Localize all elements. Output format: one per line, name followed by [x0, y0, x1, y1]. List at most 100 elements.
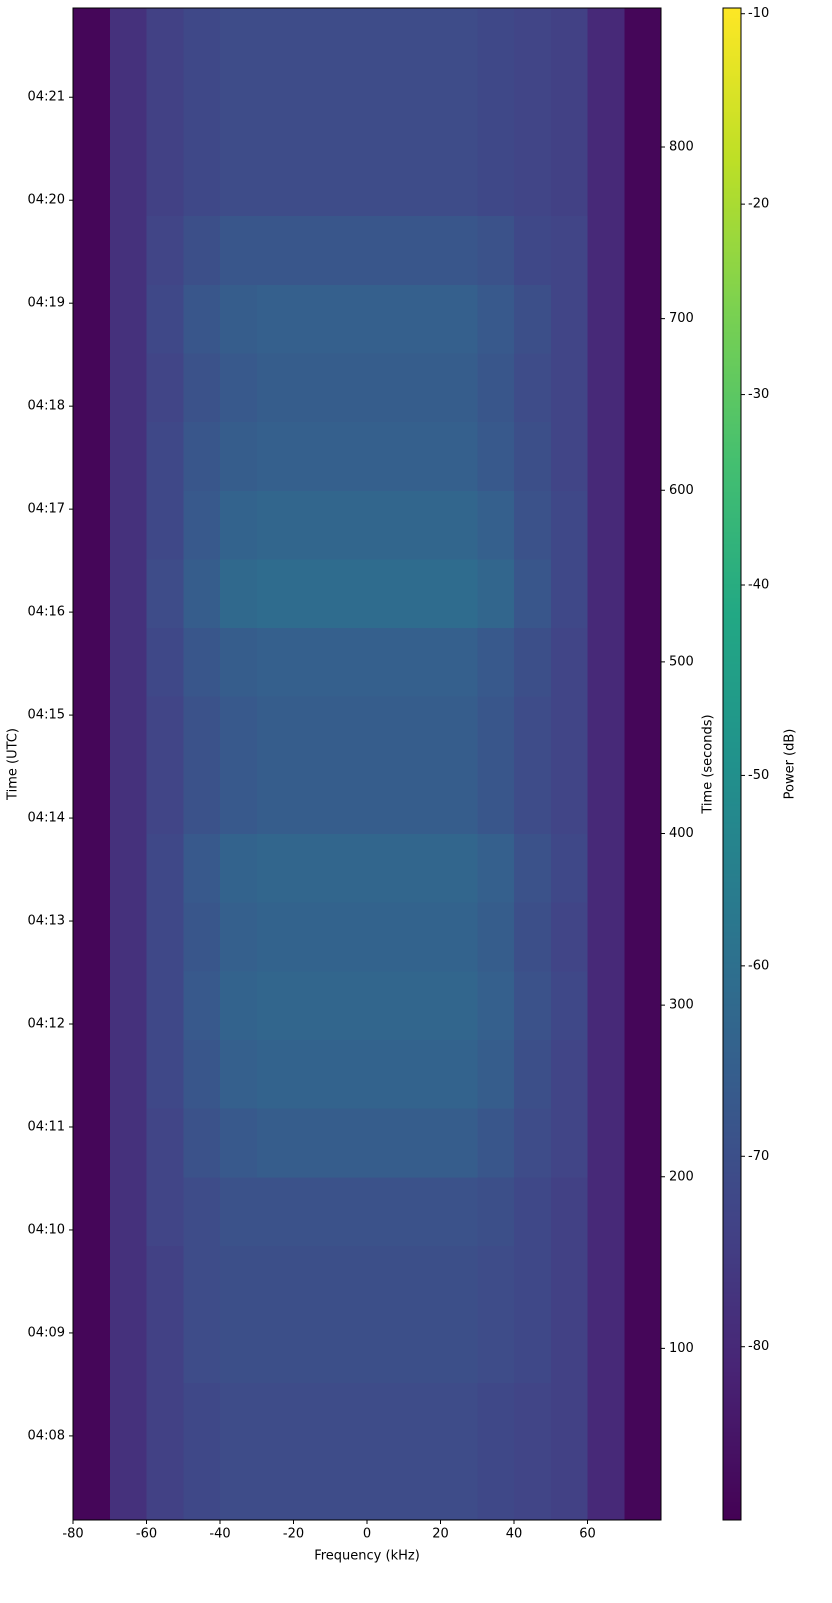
heatmap-cell [109, 78, 147, 148]
colorbar-swatch [723, 378, 741, 381]
y2-tick-label: 04:09 [28, 1325, 65, 1340]
heatmap-cell [73, 78, 111, 148]
colorbar-swatch [723, 610, 741, 613]
heatmap-cell [183, 696, 221, 766]
heatmap-cell [146, 8, 184, 79]
colorbar-swatch [723, 1172, 741, 1175]
colorbar-swatch [723, 162, 741, 165]
colorbar-swatch [723, 798, 741, 801]
heatmap-cell [220, 627, 258, 697]
heatmap-cell [256, 1108, 294, 1178]
colorbar-swatch [723, 786, 741, 789]
colorbar-swatch [723, 876, 741, 879]
heatmap-cell [109, 1039, 147, 1109]
colorbar-swatch [723, 912, 741, 915]
colorbar-swatch [723, 222, 741, 225]
heatmap-cell [477, 1039, 515, 1109]
colorbar-swatch [723, 1306, 741, 1309]
heatmap-cell [440, 78, 478, 148]
colorbar-swatch [723, 1094, 741, 1097]
colorbar-swatch [723, 208, 741, 211]
colorbar-swatch [723, 264, 741, 267]
heatmap-cell [220, 1039, 258, 1109]
colorbar-swatch [723, 1366, 741, 1369]
colorbar-swatch [723, 348, 741, 351]
colorbar-swatch [723, 492, 741, 495]
colorbar-swatch [723, 576, 741, 579]
colorbar-swatch [723, 1396, 741, 1399]
heatmap-cell [293, 147, 331, 217]
colorbar-swatch [723, 16, 741, 19]
colorbar-swatch [723, 1108, 741, 1111]
heatmap-cell [109, 764, 147, 835]
heatmap-cell [146, 902, 184, 972]
heatmap-cell [220, 1314, 258, 1384]
x-tick-label: 60 [579, 1527, 596, 1542]
colorbar-swatch [723, 1514, 741, 1517]
colorbar-swatch [723, 962, 741, 965]
x-tick-label: -60 [136, 1527, 157, 1542]
colorbar-swatch [723, 1184, 741, 1187]
colorbar-swatch [723, 1014, 741, 1017]
colorbar-swatch [723, 1450, 741, 1453]
heatmap-cell [367, 1176, 405, 1246]
colorbar-swatch [723, 1030, 741, 1033]
colorbar-swatch [723, 1404, 741, 1407]
heatmap-cell [293, 970, 331, 1040]
colorbar-swatch [723, 972, 741, 975]
colorbar-swatch [723, 1466, 741, 1469]
colorbar-swatch [723, 114, 741, 117]
y2-tick-label: 04:10 [28, 1222, 65, 1237]
heatmap-cell [587, 1176, 625, 1246]
colorbar-swatch [723, 842, 741, 845]
colorbar-swatch [723, 372, 741, 375]
colorbar-swatch [723, 830, 741, 833]
colorbar-swatch [723, 1268, 741, 1271]
heatmap-cell [367, 1108, 405, 1178]
colorbar-swatch [723, 1072, 741, 1075]
colorbar-swatch [723, 148, 741, 151]
heatmap-cell [367, 696, 405, 766]
colorbar-swatch [723, 1370, 741, 1373]
colorbar-swatch [723, 26, 741, 29]
colorbar-swatch [723, 692, 741, 695]
colorbar-swatch [723, 1428, 741, 1431]
heatmap-cell [403, 421, 441, 491]
colorbar-swatch [723, 832, 741, 835]
colorbar-swatch [723, 1312, 741, 1315]
colorbar-swatch [723, 112, 741, 115]
colorbar-swatch [723, 914, 741, 917]
heatmap-cell [440, 8, 478, 79]
heatmap-cell [293, 1108, 331, 1178]
colorbar-swatch [723, 698, 741, 701]
heatmap-cell [73, 1176, 111, 1246]
heatmap-cell [403, 902, 441, 972]
colorbar-swatch [723, 994, 741, 997]
colorbar-swatch [723, 1204, 741, 1207]
colorbar-swatch [723, 806, 741, 809]
colorbar-swatch [723, 662, 741, 665]
colorbar-swatch [723, 1234, 741, 1237]
y2-tick-label: 04:14 [28, 811, 65, 826]
heatmap-cell [367, 490, 405, 560]
colorbar-swatch [723, 644, 741, 647]
colorbar-swatch [723, 60, 741, 63]
colorbar-swatch [723, 412, 741, 415]
colorbar-swatch [723, 1470, 741, 1473]
colorbar-swatch [723, 82, 741, 85]
colorbar-swatch [723, 1152, 741, 1155]
colorbar-swatch [723, 1064, 741, 1067]
heatmap-cell [183, 1382, 221, 1452]
colorbar-swatch [723, 454, 741, 457]
heatmap-cell [550, 147, 588, 217]
heatmap-cell [293, 284, 331, 354]
colorbar-swatch [723, 954, 741, 957]
x-tick-label: 40 [506, 1527, 523, 1542]
colorbar-swatch [723, 1040, 741, 1043]
colorbar-swatch [723, 1274, 741, 1277]
colorbar-swatch [723, 470, 741, 473]
colorbar-swatch [723, 1056, 741, 1059]
heatmap-cell [183, 970, 221, 1040]
heatmap-cell [73, 764, 111, 835]
colorbar-swatch [723, 960, 741, 963]
